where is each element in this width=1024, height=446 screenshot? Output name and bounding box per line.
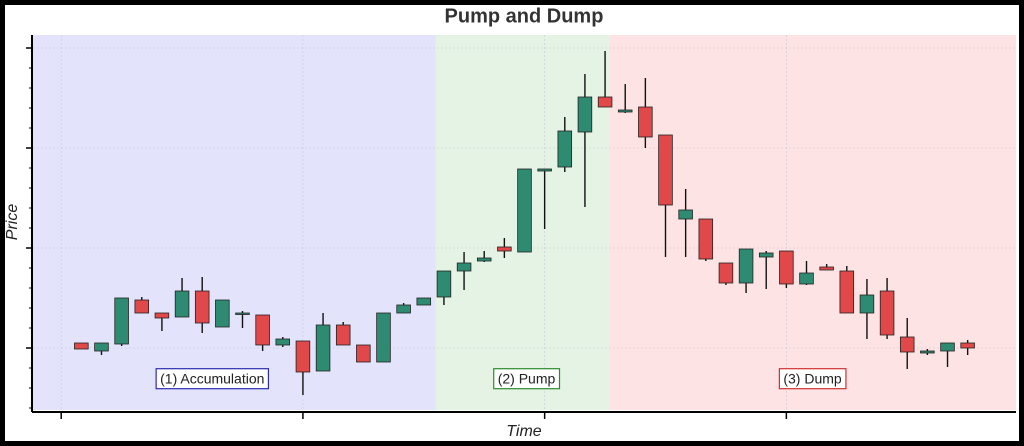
region xyxy=(609,35,1016,410)
candle-body xyxy=(658,134,673,206)
candle-body xyxy=(275,338,291,346)
candle-body xyxy=(255,314,270,346)
candle-body xyxy=(154,312,170,319)
candle-body xyxy=(456,262,472,272)
candle-body xyxy=(678,209,693,220)
region-label: (1) Accumulation xyxy=(160,371,264,387)
candle-body xyxy=(597,96,613,108)
candle-body xyxy=(497,246,512,252)
region xyxy=(33,35,436,410)
region-label: (3) Dump xyxy=(783,371,842,387)
candle-body xyxy=(396,304,411,314)
candle-body xyxy=(779,250,794,285)
candle-body xyxy=(356,344,371,363)
candle-body xyxy=(335,324,351,346)
candle-body xyxy=(859,294,875,314)
candle-body xyxy=(577,96,593,133)
candle-body xyxy=(114,297,129,345)
candle-body xyxy=(960,342,975,349)
candle-body xyxy=(617,109,633,113)
candle-body xyxy=(134,299,150,314)
candle-body xyxy=(819,266,834,271)
candle-body xyxy=(537,168,552,172)
candle-body xyxy=(476,257,492,262)
region-label: (2) Pump xyxy=(498,371,556,387)
candle-body xyxy=(295,340,311,373)
region-label-box xyxy=(493,368,561,390)
candle-body xyxy=(416,297,432,306)
candle-body xyxy=(920,350,935,354)
candle-body xyxy=(174,290,190,318)
candle-body xyxy=(74,342,89,350)
candle-body xyxy=(215,299,230,328)
candle-body xyxy=(557,130,573,168)
candle-body xyxy=(839,270,855,314)
candle-body xyxy=(718,262,734,284)
candle-body xyxy=(698,218,714,260)
candle-body xyxy=(94,342,109,352)
candle-body xyxy=(799,272,814,285)
candle-body xyxy=(758,252,774,258)
candle-body xyxy=(235,312,250,315)
region-label-box xyxy=(778,368,847,390)
region-label-box xyxy=(155,368,270,390)
x-axis-label: Time xyxy=(506,423,542,440)
candle-body xyxy=(899,336,915,353)
candle-body xyxy=(315,324,331,372)
candle-body xyxy=(638,106,653,138)
y-axis-label: Price xyxy=(4,204,21,241)
candle-body xyxy=(879,290,895,336)
candle-body xyxy=(376,312,391,363)
candle-body xyxy=(940,342,955,352)
candle-body xyxy=(517,168,532,253)
chart-title: Pump and Dump xyxy=(445,5,604,27)
candle-body xyxy=(738,248,754,284)
candle-body xyxy=(436,270,452,298)
candle-body xyxy=(194,290,210,324)
